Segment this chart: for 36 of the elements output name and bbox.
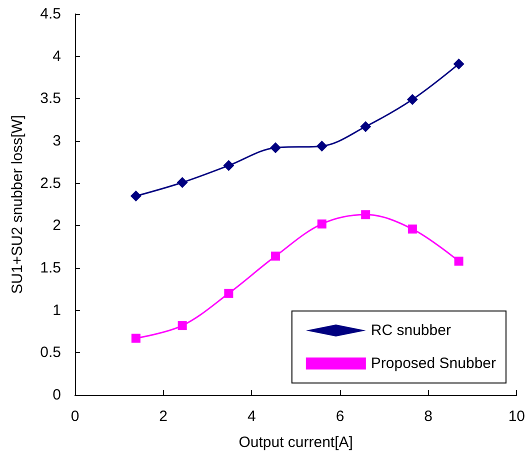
y-tick-label: 3 (52, 132, 61, 150)
point (131, 334, 140, 343)
point (454, 256, 464, 266)
y-tick-label: 1.5 (40, 260, 61, 276)
x-tick-label: 6 (336, 408, 344, 425)
x-axis-title: Output current[A] (238, 434, 353, 451)
legend-label: RC snubber (370, 322, 451, 339)
y-tick-label: 4.5 (40, 6, 61, 22)
y-tick-label: 0 (52, 386, 61, 404)
x-tick-label: 4 (247, 408, 256, 425)
point (224, 288, 234, 298)
point (360, 121, 372, 132)
x-tick-label: 8 (424, 408, 432, 425)
y-axis-title: SU1+SU2 snubber loss[W] (9, 115, 26, 294)
point (270, 142, 282, 154)
y-tick-label: 3.5 (40, 90, 61, 108)
y-tick-label: 2 (52, 217, 61, 234)
point (316, 140, 328, 152)
x-tick-label: 10 (508, 408, 525, 425)
point (361, 210, 370, 220)
y-tick-label: 0.5 (40, 344, 61, 362)
legend-label: Proposed Snubber (370, 355, 496, 372)
x-tick-label: 2 (159, 408, 168, 425)
point (453, 58, 464, 70)
point (317, 219, 326, 228)
x-tick-label: 0 (70, 408, 80, 425)
point (130, 190, 142, 202)
y-tick-label: 1 (52, 302, 61, 319)
y-tick-label: 2.5 (40, 174, 61, 192)
point (223, 160, 234, 172)
point (271, 252, 280, 261)
point (178, 321, 187, 330)
y-tick-label: 4 (52, 48, 61, 65)
point (408, 224, 417, 234)
point (406, 94, 418, 106)
point (176, 176, 188, 188)
